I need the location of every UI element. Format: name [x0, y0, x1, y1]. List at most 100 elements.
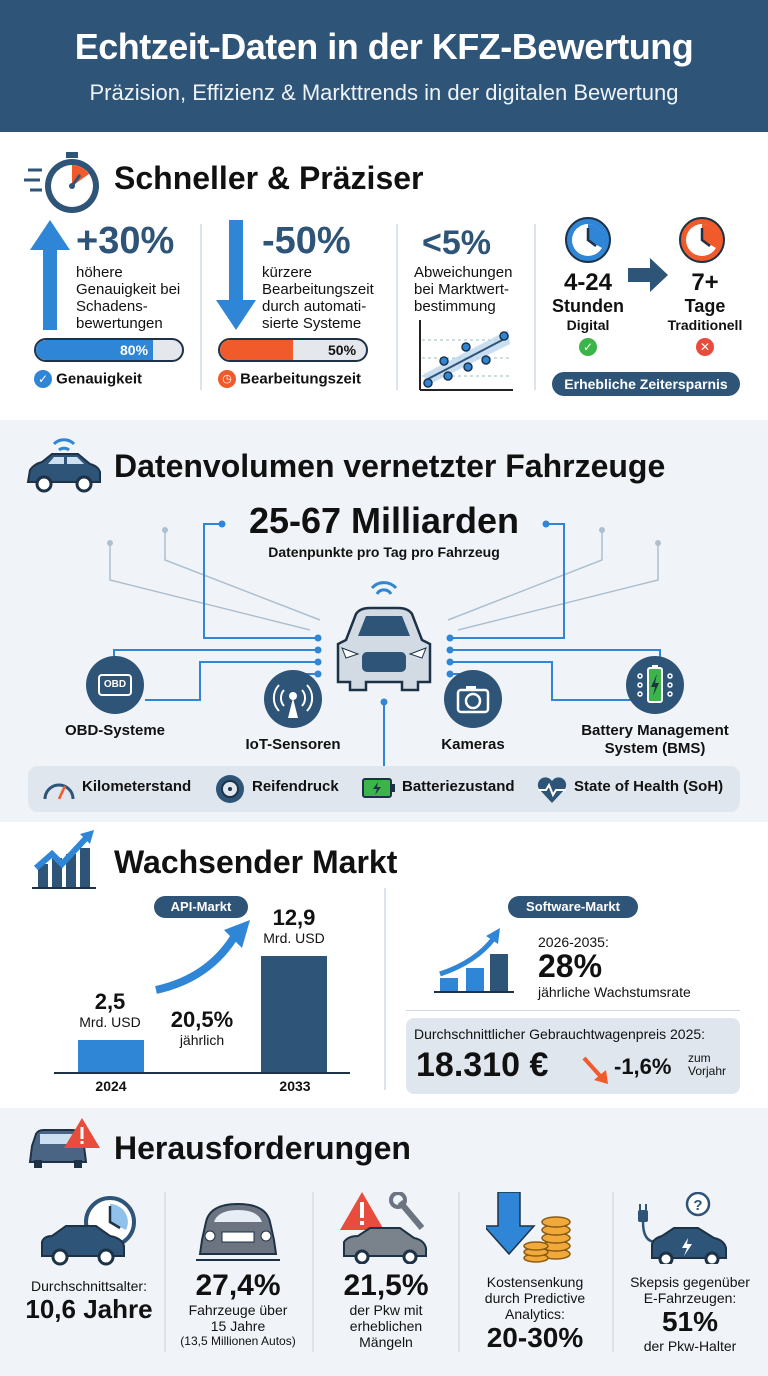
network-lines [107, 520, 661, 766]
software-rate-label: jährliche Wachstumsrate [538, 984, 691, 1000]
connected-car-icon [26, 438, 101, 493]
ev-question-icon: ? [638, 1192, 727, 1264]
data-volume-subline: Datenpunkte pro Tag pro Fahrzeug [268, 544, 500, 560]
divider [612, 1192, 614, 1352]
section-title-challenges: Herausforderungen [114, 1130, 411, 1166]
time-savings-badge: Erhebliche Zeitersparnis [552, 372, 740, 396]
battery-chip-icon [637, 665, 673, 703]
bar-2033 [261, 956, 327, 1072]
check-icon: ✓ [579, 338, 597, 356]
clock-traditional-icon [679, 217, 725, 263]
accuracy-progress-bar: 80% [34, 338, 184, 362]
section-speed: Schneller & Präziser +30% höhere Genauigk… [0, 132, 768, 420]
software-rate: 28% [538, 948, 603, 984]
processing-value: -50% [262, 220, 351, 262]
processing-text: kürzere Bearbeitungszeit durch automati-si… [262, 264, 374, 332]
metric-kilometerstand: Kilometerstand [82, 778, 192, 795]
chart-baseline [54, 1072, 350, 1074]
car-warning-icon [28, 1118, 100, 1168]
data-volume-headline: 25-67 Milliarden [248, 500, 520, 541]
year-2033: 2033 [279, 1078, 311, 1094]
stopwatch-icon [24, 152, 99, 213]
api-growth: 20,5% jährlich [170, 1007, 234, 1049]
digital-time: 4-24 Stunden Digital ✓ [552, 269, 624, 356]
source-label-camera: Kameras [441, 736, 505, 753]
processing-legend: ◷ Bearbeitungszeit [218, 370, 361, 389]
engine-obd-icon: OBD [98, 674, 132, 696]
bar-label-2024: 2,5 Mrd. USD [79, 989, 141, 1031]
page-subtitle: Präzision, Effizienz & Markttrends in de… [89, 80, 679, 105]
metric-soh: State of Health (SoH) [574, 778, 724, 795]
arrow-right-icon [628, 258, 668, 292]
arrow-up-icon [30, 220, 70, 330]
section-market: Wachsender Markt API-Markt 2,5 Mrd. USD … [0, 822, 768, 1108]
divider [406, 1010, 740, 1011]
section-title-market: Wachsender Markt [114, 844, 398, 880]
used-price-card: Durchschnittlicher Gebrauchtwagenpreis 2… [406, 1018, 740, 1094]
check-icon: ✓ [34, 370, 52, 389]
section-title-speed: Schneller & Präziser [114, 160, 424, 196]
deviation-text: Abweichungen bei Marktwert-bestimmung [414, 264, 513, 315]
source-label-bms: Battery Management System (BMS) [581, 722, 729, 757]
old-car-icon [196, 1202, 280, 1261]
challenge-old-vehicles: 27,4% Fahrzeuge über 15 Jahre (13,5 Mill… [180, 1269, 296, 1349]
challenge-age: Durchschnittsalter: 10,6 Jahre [25, 1278, 153, 1324]
tire-icon [216, 775, 244, 803]
source-label-iot: IoT-Sensoren [245, 736, 341, 753]
arrow-down-icon [216, 220, 256, 330]
software-market-badge: Software-Markt [508, 896, 638, 918]
used-price-change-note: zum Vorjahr [688, 1051, 727, 1078]
speedometer-icon [43, 783, 75, 800]
metric-reifendruck: Reifendruck [252, 778, 339, 795]
accuracy-text: höhere Genauigkeit bei Schadens-bewertunge… [76, 264, 181, 332]
challenge-ev-skepticism: Skepsis gegenüber E-Fahrzeugen: 51% der … [630, 1274, 750, 1354]
bar-growth-icon [434, 928, 514, 993]
cost-down-coins-icon [486, 1192, 571, 1263]
camera-node [444, 670, 502, 728]
challenge-predictive: Kostensenkung durch Predictive Analytics… [484, 1274, 586, 1353]
source-label-obd: OBD-Systeme [64, 722, 166, 739]
deviation-value: <5% [422, 224, 491, 262]
bar-label-2033: 12,9 Mrd. USD [263, 905, 325, 947]
divider [396, 224, 398, 390]
camera-icon [456, 686, 490, 714]
cross-icon: ✕ [696, 338, 714, 356]
divider [312, 1192, 314, 1352]
antenna-icon [272, 684, 314, 718]
section-title-data: Datenvolumen vernetzter Fahrzeuge [114, 448, 666, 484]
obd-node: OBD [86, 656, 144, 714]
divider [200, 224, 202, 390]
car-warning-wrench-icon [340, 1192, 427, 1264]
scatter-trend-icon [419, 320, 513, 391]
api-market-badge: API-Markt [154, 896, 248, 918]
growth-chart-icon [32, 830, 96, 889]
heart-pulse-icon [537, 777, 567, 803]
bms-node [626, 656, 684, 714]
used-price-label: Durchschnittlicher Gebrauchtwagenpreis 2… [414, 1026, 706, 1042]
iot-node [264, 670, 322, 728]
metric-batteriezustand: Batteriezustand [402, 778, 515, 795]
accuracy-value: +30% [76, 220, 175, 262]
page-title: Echtzeit-Daten in der KFZ-Bewertung [74, 26, 694, 67]
accuracy-legend: ✓ Genauigkeit [34, 370, 142, 389]
battery-icon [362, 778, 395, 798]
divider [164, 1192, 166, 1352]
year-2024: 2024 [95, 1078, 127, 1094]
section-data-volume: Datenvolumen vernetzter Fahrzeuge 25-67 … [0, 420, 768, 822]
used-price-change: -1,6% [614, 1054, 672, 1079]
car-clock-icon [41, 1196, 136, 1266]
car-front-icon [336, 581, 432, 692]
section-challenges: Herausforderungen Durchschnittsalter: 10… [0, 1108, 768, 1376]
clock-digital-icon [565, 217, 611, 263]
bar-2024 [78, 1040, 144, 1072]
divider [384, 888, 386, 1090]
divider [458, 1192, 460, 1352]
svg-text:?: ? [693, 1197, 702, 1214]
growth-arrow-icon [155, 920, 250, 994]
clock-icon: ◷ [218, 370, 236, 389]
processing-progress-bar: 50% [218, 338, 368, 362]
header-banner: Echtzeit-Daten in der KFZ-Bewertung Präz… [0, 0, 768, 132]
traditional-time: 7+ Tage Traditionell ✕ [667, 269, 743, 356]
software-period: 2026-2035: [538, 934, 609, 950]
divider [534, 224, 536, 390]
